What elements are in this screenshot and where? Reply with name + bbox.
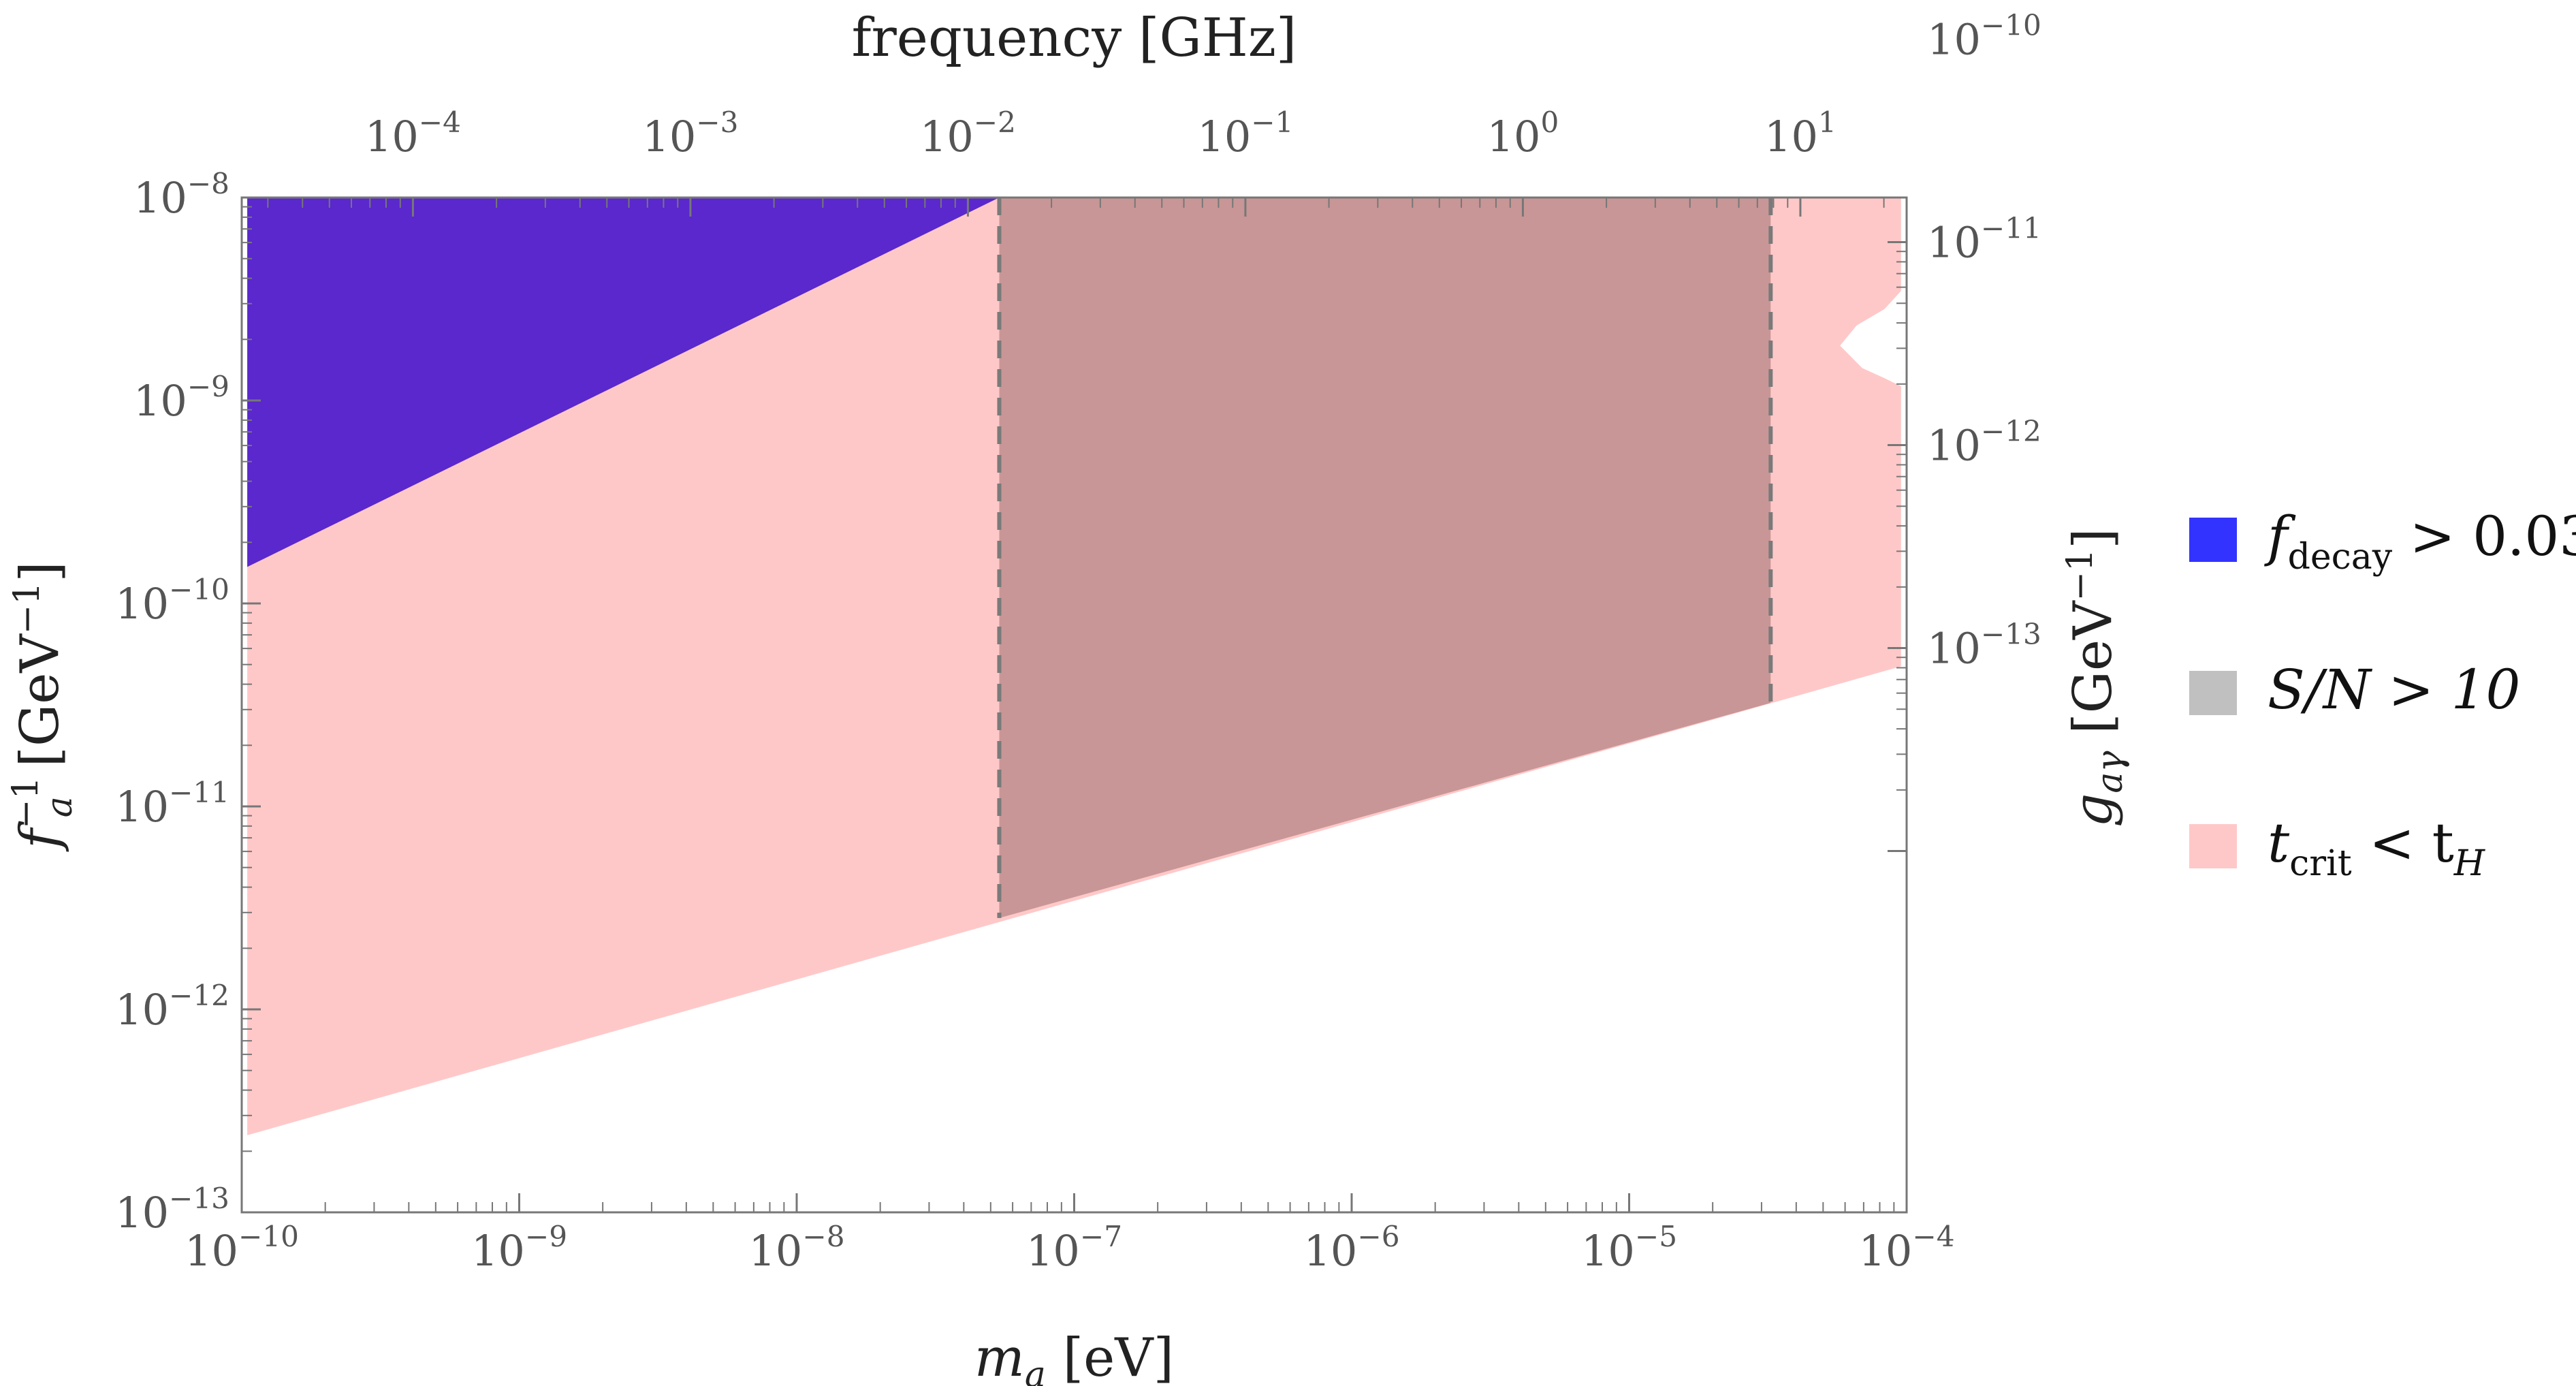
legend-item-1: fdecay > 0.03 — [2189, 505, 2576, 578]
y2-tick-label: 10−10 — [1927, 9, 2041, 65]
legend-swatch — [2189, 671, 2237, 715]
x-tick-label: 10−5 — [1581, 1220, 1677, 1276]
y2-tick-label: 10−13 — [1927, 618, 2041, 674]
x-tick-label: 10−9 — [471, 1220, 567, 1276]
x2-tick-label: 10−2 — [920, 106, 1016, 161]
region-sn — [999, 198, 1771, 918]
y2-tick-label: 10−12 — [1927, 415, 2041, 471]
tick-labels-layer: 10−10 10−9 10−8 10−7 10−6 10−5 10−4 10−4 10−3 10−… — [115, 9, 2041, 1276]
x2-tick-label: 10−4 — [365, 106, 461, 161]
x-tick-label: 10−7 — [1026, 1220, 1122, 1276]
x2-tick-label: 10−3 — [642, 106, 738, 161]
x-axis-title: ma [eV] — [974, 1327, 1174, 1386]
y-tick-label: 10−8 — [133, 167, 229, 223]
y-axis-title: f−1a [GeV−1] — [5, 561, 80, 852]
y-tick-label: 10−9 — [133, 370, 229, 426]
x2-tick-label: 101 — [1764, 106, 1836, 161]
legend-label: S/N > 10 — [2268, 658, 2520, 721]
x-tick-label: 10−6 — [1303, 1220, 1399, 1276]
legend: fdecay > 0.03 S/N > 10 tcrit < tH — [2189, 505, 2576, 884]
x-tick-label: 10−10 — [185, 1220, 299, 1276]
dashed-lines-layer — [997, 198, 1773, 918]
ticks-layer — [240, 196, 1908, 1214]
y-tick-label: 10−13 — [115, 1182, 229, 1238]
x2-tick-label: 10−1 — [1197, 106, 1293, 161]
regions-layer — [247, 198, 1915, 1135]
x-tick-label: 10−4 — [1858, 1220, 1954, 1276]
legend-item-3: tcrit < tH — [2189, 811, 2486, 884]
y-tick-label: 10−10 — [115, 573, 229, 629]
y-tick-label: 10−11 — [115, 776, 229, 832]
legend-swatch — [2189, 518, 2237, 562]
y2-tick-label: 10−11 — [1927, 212, 2041, 268]
x2-axis-title: frequency [GHz] — [852, 7, 1297, 69]
legend-label: fdecay > 0.03 — [2264, 505, 2576, 578]
legend-item-2: S/N > 10 — [2189, 658, 2520, 721]
x-tick-label: 10−8 — [748, 1220, 844, 1276]
axis-titles-layer: ma [eV] frequency [GHz] f−1a [GeV−1] gaγ [G… — [5, 7, 2131, 1386]
x2-tick-label: 100 — [1487, 106, 1559, 161]
y2-axis-title: gaγ [GeV−1] — [2060, 528, 2131, 827]
region-fdecay — [247, 198, 1000, 567]
legend-swatch — [2189, 824, 2237, 868]
legend-label: tcrit < tH — [2268, 811, 2486, 884]
region-notch — [1840, 291, 1915, 387]
y-tick-label: 10−12 — [115, 979, 229, 1035]
